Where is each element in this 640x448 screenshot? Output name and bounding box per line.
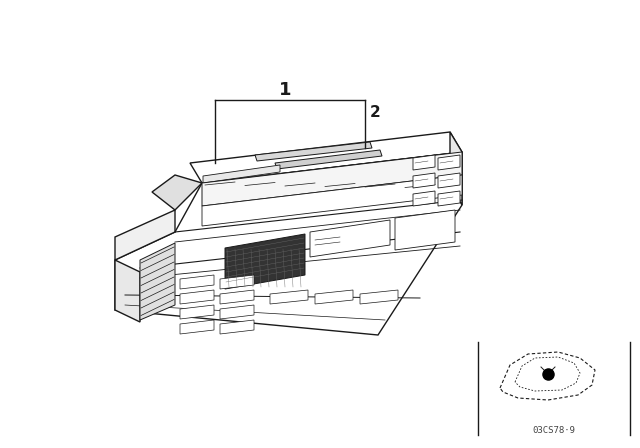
Polygon shape <box>255 142 372 161</box>
Polygon shape <box>450 132 462 205</box>
Polygon shape <box>413 155 435 170</box>
Polygon shape <box>202 152 462 206</box>
Polygon shape <box>438 155 460 170</box>
Polygon shape <box>438 191 460 206</box>
Polygon shape <box>115 152 462 335</box>
Polygon shape <box>360 290 398 304</box>
Text: 1: 1 <box>279 81 291 99</box>
Polygon shape <box>115 260 140 322</box>
Polygon shape <box>220 290 254 304</box>
Polygon shape <box>115 210 175 260</box>
Polygon shape <box>220 275 254 289</box>
Polygon shape <box>203 165 280 183</box>
Polygon shape <box>395 210 455 250</box>
Text: 2: 2 <box>370 104 380 120</box>
Polygon shape <box>270 290 308 304</box>
Polygon shape <box>275 150 382 169</box>
Polygon shape <box>202 175 462 226</box>
Polygon shape <box>152 175 202 210</box>
Text: 03CS78·9: 03CS78·9 <box>532 426 575 435</box>
Polygon shape <box>413 173 435 188</box>
Polygon shape <box>225 234 305 289</box>
Polygon shape <box>438 173 460 188</box>
Polygon shape <box>190 132 462 183</box>
Polygon shape <box>310 220 390 257</box>
Polygon shape <box>180 305 214 319</box>
Polygon shape <box>140 243 175 320</box>
Polygon shape <box>180 275 214 289</box>
Polygon shape <box>413 191 435 206</box>
Polygon shape <box>180 320 214 334</box>
Polygon shape <box>220 320 254 334</box>
Polygon shape <box>180 290 214 304</box>
Polygon shape <box>315 290 353 304</box>
Polygon shape <box>220 305 254 319</box>
